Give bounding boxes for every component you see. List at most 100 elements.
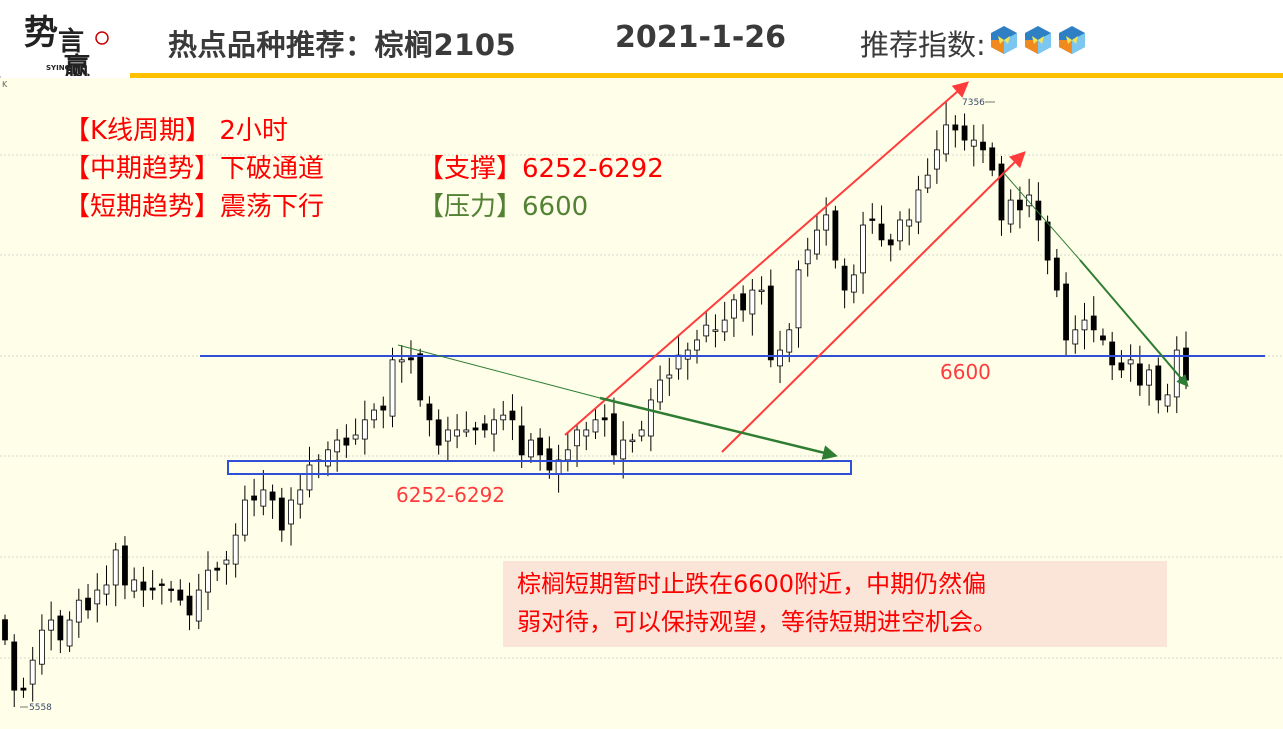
candle-down <box>601 417 608 421</box>
candles <box>2 101 1189 707</box>
candle-down <box>214 567 221 571</box>
candle-down <box>537 437 544 456</box>
candle-up <box>712 329 719 332</box>
candle-down <box>380 405 387 411</box>
short-trend-line: 【短期趋势】震荡下行 <box>64 186 324 223</box>
mid-trend-label: 【中期趋势】 <box>64 154 221 184</box>
candle-up <box>620 439 627 460</box>
candle-down <box>251 495 258 501</box>
candle-up <box>306 464 313 491</box>
candle-up <box>398 359 405 363</box>
period-line: 【K线周期】 2小时 <box>64 110 288 147</box>
candle-up <box>29 659 36 685</box>
candle-down <box>841 265 848 291</box>
candle-up <box>491 419 497 435</box>
mid-trend-value: 下破通道 <box>220 154 325 184</box>
candle-up <box>389 359 396 417</box>
candle-down <box>435 419 442 446</box>
candle-down <box>767 285 774 361</box>
candle-up <box>638 429 645 437</box>
candle-up <box>823 214 830 231</box>
logo: 势 言 赢 SYING <box>24 13 109 76</box>
candle-down <box>989 147 996 171</box>
candle-up <box>804 249 811 265</box>
candle-up <box>39 629 45 665</box>
candle-down <box>1183 347 1189 381</box>
short-downtrend-arrow <box>1079 259 1189 388</box>
candle-up <box>241 499 248 536</box>
candle-up <box>647 399 654 437</box>
candle-down <box>869 218 876 221</box>
candle-up <box>730 299 737 319</box>
short-downtrend-thin <box>1002 171 1081 261</box>
downtrend-line-thin <box>397 344 601 399</box>
rating-cubes <box>986 24 1088 63</box>
candle-down <box>122 545 128 586</box>
candle-up <box>1164 394 1171 407</box>
candle-up <box>915 189 922 223</box>
candle-down <box>343 437 350 446</box>
candle-down <box>980 141 986 151</box>
candle-up <box>297 489 304 505</box>
candle-down <box>998 163 1005 221</box>
svg-text:赢: 赢 <box>64 52 90 76</box>
candle-down <box>11 641 18 691</box>
candle-up <box>657 379 663 403</box>
candle-down <box>1063 283 1069 341</box>
candle-up <box>703 324 710 337</box>
candle-up <box>444 429 451 442</box>
header-divider <box>130 73 1283 78</box>
candle-down <box>278 497 285 531</box>
period-value: 2小时 <box>219 116 288 146</box>
candle-down <box>1155 365 1162 401</box>
candle-down <box>611 413 617 456</box>
candle-up <box>463 429 470 433</box>
svg-text:SYING: SYING <box>46 64 71 72</box>
candle-up <box>288 499 294 525</box>
analysis-note: 棕榈短期暂时止跌在6600附近，中期仍然偏 弱对待，可以保持观望，等待短期进空机… <box>503 561 1167 647</box>
candle-down <box>177 589 184 601</box>
candle-up <box>352 434 359 440</box>
candle-up <box>758 289 765 292</box>
candle-up <box>1007 199 1014 225</box>
candle-down <box>952 124 959 131</box>
candle-up <box>1072 329 1079 345</box>
candle-up <box>66 619 73 647</box>
recommend-index: 推荐指数: <box>860 22 1088 64</box>
candle-down <box>168 588 174 591</box>
support-zone-label: 6252-6292 <box>396 483 506 507</box>
candle-up <box>94 589 101 605</box>
candle-down <box>1109 341 1116 366</box>
candle-up <box>555 459 562 475</box>
support-value: 6252-6292 <box>522 154 664 184</box>
candle-up <box>721 319 728 333</box>
candle-down <box>1044 221 1051 261</box>
candle-up <box>583 429 590 437</box>
candle-up <box>814 229 820 255</box>
downtrend-arrow <box>599 396 838 460</box>
candle-down <box>149 587 156 591</box>
rating-cube-icon <box>990 25 1017 54</box>
page-title: 热点品种推荐：棕榈2105 <box>168 28 517 62</box>
note-line-2: 弱对待，可以保持观望，等待短期进空机会。 <box>517 608 997 636</box>
support-line: 【支撑】6252-6292 <box>418 148 664 185</box>
candle-up <box>970 139 977 147</box>
candle-up <box>924 174 931 189</box>
candle-up <box>666 374 673 379</box>
candle-up <box>795 269 802 329</box>
candle-down <box>1017 199 1023 211</box>
resistance-value: 6600 <box>522 192 589 222</box>
candle-up <box>48 619 55 631</box>
candle-down <box>408 357 414 361</box>
candle-up <box>749 289 756 315</box>
recommend-label: 推荐指数: <box>860 28 986 62</box>
rating-cube-icon <box>1024 25 1051 54</box>
candle-down <box>1053 257 1060 291</box>
candle-up <box>629 439 636 442</box>
support-label: 【支撑】 <box>418 154 523 184</box>
candle-up <box>75 599 82 623</box>
candle-up <box>684 349 691 360</box>
resistance-info: 【压力】6600 <box>418 186 588 223</box>
candle-up <box>777 349 783 367</box>
